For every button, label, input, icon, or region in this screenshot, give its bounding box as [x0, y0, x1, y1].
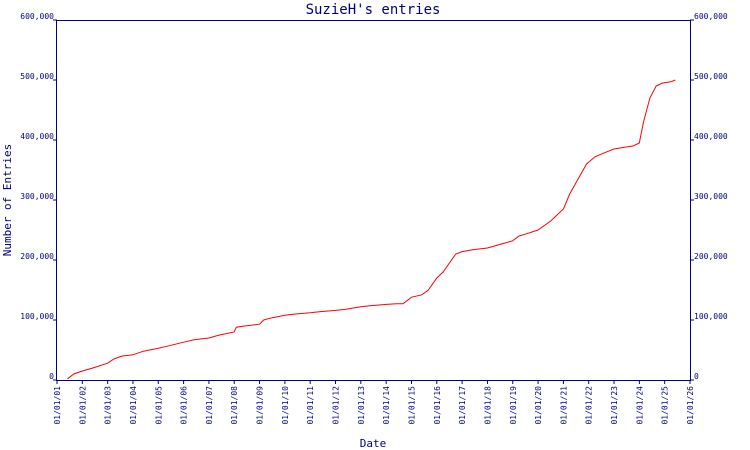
x-tick-label: 01/01/21	[559, 386, 568, 425]
series-line	[67, 79, 676, 380]
x-tick-label: 01/01/12	[332, 386, 341, 425]
x-tick-label: 01/01/19	[509, 386, 518, 425]
chart-title: SuzieH's entries	[306, 2, 441, 18]
x-tick-label: 01/01/22	[585, 386, 594, 425]
x-tick-label: 01/01/20	[534, 386, 543, 425]
x-tick-label: 01/01/25	[661, 386, 670, 425]
x-axis: 01/01/01 01/01/02 01/01/03 01/01/04 01/01/05…	[53, 380, 695, 425]
x-tick-label: 01/01/14	[382, 386, 391, 425]
y-tick-label: 400,000	[694, 132, 728, 141]
x-tick-label: 01/01/02	[78, 386, 87, 425]
x-tick-label: 01/01/01	[53, 386, 62, 425]
x-tick-label: 01/01/08	[230, 386, 239, 425]
y-tick-label: 600,000	[20, 12, 54, 21]
y-tick-label: 200,000	[20, 252, 54, 261]
x-tick-label: 01/01/13	[357, 386, 366, 425]
y-tick-label: 100,000	[694, 312, 728, 321]
y-axis-right: 0 100,000 200,000 300,000 400,000 500,000 600,…	[690, 12, 728, 381]
x-tick-label: 01/01/03	[104, 386, 113, 425]
y-tick-label: 100,000	[20, 312, 54, 321]
y-axis-left: 0 100,000 200,000 300,000 400,000 500,000 600,…	[20, 12, 57, 381]
x-tick-label: 01/01/24	[635, 386, 644, 425]
y-axis-label: Number of Entries	[1, 144, 14, 257]
y-tick-label: 0	[694, 372, 699, 381]
x-tick-label: 01/01/16	[433, 386, 442, 425]
x-tick-label: 01/01/06	[180, 386, 189, 425]
y-tick-label: 500,000	[20, 72, 54, 81]
y-tick-label: 300,000	[694, 192, 728, 201]
x-tick-label: 01/01/26	[686, 386, 695, 425]
y-tick-label: 0	[49, 372, 54, 381]
y-tick-label: 400,000	[20, 132, 54, 141]
x-tick-label: 01/01/11	[306, 386, 315, 425]
x-tick-label: 01/01/23	[610, 386, 619, 425]
y-tick-label: 200,000	[694, 252, 728, 261]
x-tick-label: 01/01/09	[256, 386, 265, 425]
y-tick-label: 600,000	[694, 12, 728, 21]
x-tick-label: 01/01/17	[458, 386, 467, 425]
x-tick-label: 01/01/10	[281, 386, 290, 425]
y-tick-label: 300,000	[20, 192, 54, 201]
x-tick-label: 01/01/18	[483, 386, 492, 425]
plot-frame	[56, 20, 691, 381]
x-tick-label: 01/01/15	[407, 386, 416, 425]
x-tick-label: 01/01/04	[129, 386, 138, 425]
x-axis-label: Date	[360, 437, 387, 450]
y-tick-label: 500,000	[694, 72, 728, 81]
x-tick-label: 01/01/05	[154, 386, 163, 425]
x-tick-label: 01/01/07	[205, 386, 214, 425]
